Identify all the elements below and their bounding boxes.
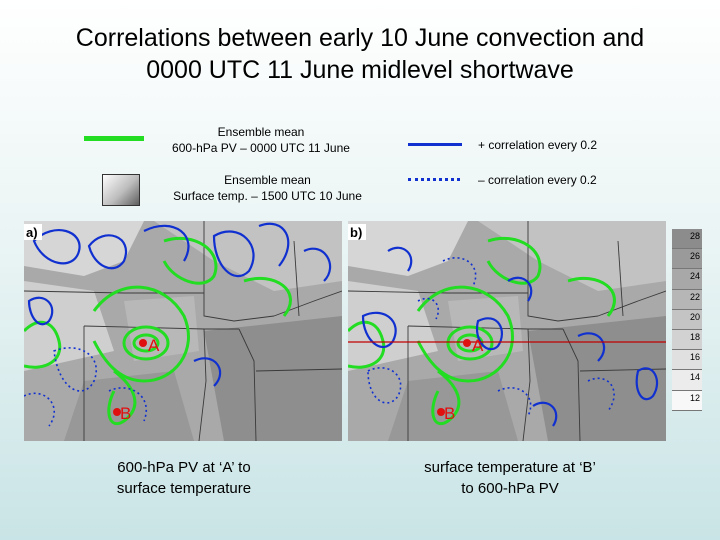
- colorbar-label: 14: [689, 372, 700, 383]
- temperature-shading: [348, 221, 666, 441]
- pv-contours: [348, 236, 616, 425]
- neg-corr-legend-label: – correlation every 0.2: [478, 173, 597, 187]
- positive-correlation-contours: [27, 222, 332, 387]
- pos-corr-legend-label: + correlation every 0.2: [478, 138, 598, 152]
- temp-legend-line-2: Surface temp. – 1500 UTC 10 June: [173, 189, 362, 203]
- pv-legend-line-2: 600-hPa PV – 0000 UTC 11 June: [172, 141, 350, 155]
- colorbar-level: 26: [672, 249, 702, 270]
- pv-legend-text: Ensemble mean 600-hPa PV – 0000 UTC 11 J…: [150, 124, 372, 156]
- colorbar-label: 20: [689, 311, 700, 322]
- state-boundaries: [24, 221, 342, 441]
- pos-corr-legend-swatch: [408, 143, 462, 146]
- colorbar-label: 22: [689, 291, 700, 302]
- pv-legend-line-1: Ensemble mean: [217, 125, 305, 139]
- colorbar-label: 12: [689, 392, 700, 403]
- colorbar-level: 18: [672, 329, 702, 351]
- title-line-1: Correlations between early 10 June conve…: [75, 24, 645, 52]
- colorbar-level: 28: [672, 229, 702, 250]
- temperature-shading: [24, 221, 342, 441]
- panel-b-tag: b): [350, 225, 362, 240]
- colorbar-level: 22: [672, 289, 702, 310]
- panel-b-caption-line-2: to 600-hPa PV: [461, 480, 559, 497]
- state-boundaries: [348, 221, 666, 441]
- colorbar-level: 16: [672, 350, 702, 371]
- panel-a-map: A B a): [24, 221, 342, 441]
- point-a-marker: [139, 339, 147, 347]
- colorbar-level: 24: [672, 269, 702, 290]
- point-a-label: A: [148, 336, 160, 355]
- panel-tag-background: [348, 224, 366, 240]
- colorbar-label: 16: [689, 352, 700, 363]
- point-a-marker: [463, 339, 471, 347]
- panel-b-caption-line-1: surface temperature at ‘B’: [424, 459, 596, 476]
- colorbar-level: 12: [672, 390, 702, 411]
- panel-a-svg: A B a): [24, 221, 342, 441]
- negative-correlation-contours: [24, 347, 147, 427]
- point-b-label: B: [444, 404, 455, 423]
- positive-correlation-contours: [361, 246, 659, 427]
- point-a-label: A: [472, 336, 484, 355]
- title-line-2: 0000 UTC 11 June midlevel shortwave: [146, 56, 574, 84]
- panel-a-caption-line-2: surface temperature: [116, 480, 252, 497]
- panel-a-caption-line-1: 600-hPa PV at ‘A’ to: [117, 459, 251, 476]
- panel-b-svg: A B b): [348, 221, 666, 441]
- slide-title: Correlations between early 10 June conve…: [0, 22, 720, 86]
- panel-b-caption: surface temperature at ‘B’ to 600-hPa PV: [380, 457, 640, 499]
- colorbar-label: 18: [689, 331, 700, 342]
- panel-b-map: A B b): [348, 221, 666, 441]
- pv-contours: [24, 236, 292, 425]
- temp-legend-line-1: Ensemble mean: [224, 173, 311, 187]
- neg-corr-legend-swatch: [408, 178, 460, 181]
- negative-correlation-contours: [367, 257, 615, 417]
- colorbar-label: 26: [689, 251, 700, 262]
- temp-legend-swatch: [102, 174, 140, 206]
- colorbar-level: 20: [672, 309, 702, 330]
- point-b-marker: [113, 408, 121, 416]
- temp-legend-text: Ensemble mean Surface temp. – 1500 UTC 1…: [150, 172, 385, 204]
- pv-legend-swatch: [84, 136, 144, 141]
- point-b-marker: [437, 408, 445, 416]
- panel-a-caption: 600-hPa PV at ‘A’ to surface temperature: [54, 457, 314, 499]
- panel-tag-background: [24, 224, 42, 240]
- temperature-colorbar: 28 26 24 22 20 18 16 14 12: [672, 229, 702, 411]
- colorbar-label: 28: [689, 231, 700, 241]
- colorbar-level: 14: [672, 370, 702, 391]
- colorbar-label: 24: [689, 271, 700, 282]
- panel-a-tag: a): [26, 225, 38, 240]
- point-b-label: B: [120, 404, 131, 423]
